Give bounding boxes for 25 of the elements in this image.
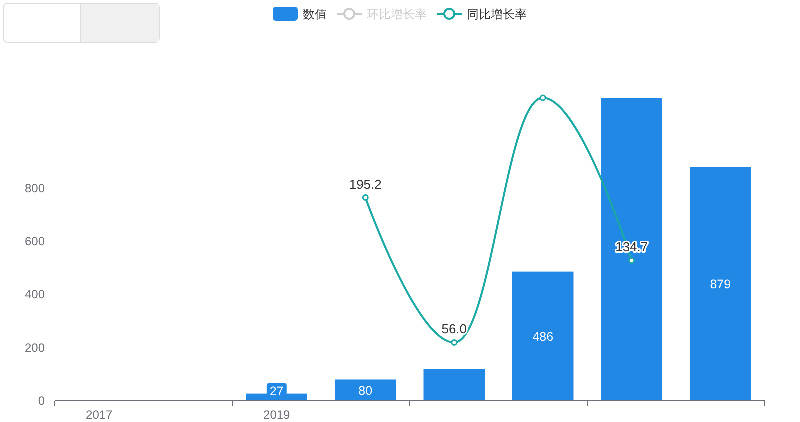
y-tick-label: 200: [24, 340, 46, 355]
x-tick-label: 2017: [86, 408, 114, 422]
bar: [512, 272, 574, 401]
data-label: 486: [532, 330, 554, 344]
data-label: 134.7: [616, 240, 648, 255]
data-label: 56.0: [442, 322, 468, 337]
y-tick-label: 0: [38, 394, 46, 408]
bar: [601, 98, 662, 401]
y-tick-label: 400: [24, 288, 46, 302]
bar: [690, 167, 752, 401]
bar: [335, 380, 396, 401]
point: [362, 194, 369, 201]
point: [540, 94, 546, 102]
bar: [424, 369, 485, 401]
data-label: 879: [710, 278, 732, 292]
y-tick-label: 600: [24, 234, 46, 249]
data-label: 27: [270, 384, 284, 398]
data-label: 80: [358, 384, 373, 398]
point: [628, 257, 636, 264]
x-tick-label: 2019: [264, 408, 291, 422]
data-label: 195.2: [349, 176, 382, 192]
legend-label: 同比增长率: [467, 8, 527, 22]
legend-label: 数值: [303, 8, 327, 22]
point: [451, 339, 458, 346]
y-tick-label: 800: [24, 181, 46, 196]
